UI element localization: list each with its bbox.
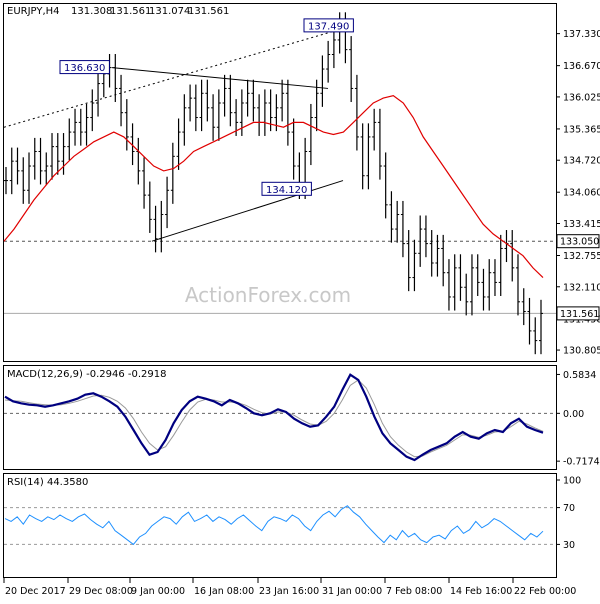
macd-line xyxy=(4,373,544,462)
price-y-tick-label: 137.330 xyxy=(563,29,600,40)
ohlc-low: 131.074 xyxy=(149,6,190,17)
price-annotation-label: 134.120 xyxy=(266,185,307,196)
trendline xyxy=(3,25,353,128)
macd-y-tick-label: 0.00 xyxy=(563,409,584,420)
x-axis-tick-label: 16 Jan 08:00 xyxy=(194,586,254,597)
price-y-tick-label: 134.720 xyxy=(563,156,600,167)
macd-plot xyxy=(4,373,556,462)
price-y-tick-label: 134.060 xyxy=(563,188,600,199)
price-y-tick-label: 132.110 xyxy=(563,282,600,293)
watermark: ActionForex.com xyxy=(185,283,351,307)
rsi-title: RSI(14) 44.3580 xyxy=(7,477,88,488)
x-axis-tick-label: 9 Jan 00:00 xyxy=(131,586,185,597)
rsi-y-tick-label: 100 xyxy=(563,476,581,487)
x-axis-tick-label: 22 Feb 00:00 xyxy=(514,586,576,597)
price-plot: 136.630 137.490 134.120 xyxy=(3,12,556,355)
macd-y-tick-label: 0.5834 xyxy=(563,370,596,381)
price-y-tick-label: 130.805 xyxy=(563,346,600,357)
ohlc-high: 131.561 xyxy=(110,6,151,17)
price-y-tick-label: 136.025 xyxy=(563,92,600,103)
rsi-panel-frame xyxy=(3,473,557,578)
x-axis-tick-label: 31 Jan 00:00 xyxy=(322,586,382,597)
ohlc-close: 131.561 xyxy=(188,6,229,17)
rsi-y-tick-label: 70 xyxy=(563,503,575,514)
price-y-tick-label: 136.670 xyxy=(563,61,600,72)
macd-title: MACD(12,26,9) -0.2946 -0.2918 xyxy=(7,369,167,380)
x-axis-tick-label: 20 Dec 2017 xyxy=(5,586,66,597)
price-y-tick-label: 135.365 xyxy=(563,124,600,135)
level-badge-label: 133.050 xyxy=(560,237,599,248)
ohlc-open: 131.308 xyxy=(71,6,112,17)
price-annotation-box xyxy=(261,181,312,196)
x-axis-tick-label: 14 Feb 16:00 xyxy=(450,586,512,597)
macd-y-tick-label: -0.7174 xyxy=(563,457,600,468)
x-axis-tick-label: 29 Dec 08:00 xyxy=(69,586,133,597)
price-y-tick-label: 132.755 xyxy=(563,251,600,262)
price-panel-frame xyxy=(3,3,557,362)
rsi-y-tick-label: 30 xyxy=(563,540,575,551)
trendline xyxy=(111,67,329,89)
price-y-tick-label: 133.415 xyxy=(563,219,600,230)
rsi-line xyxy=(4,505,544,546)
price-title: EURJPY,H4 xyxy=(7,6,60,17)
moving-average-line xyxy=(3,95,544,279)
x-axis-tick-label: 7 Feb 08:00 xyxy=(386,586,442,597)
level-badge-label: 131.561 xyxy=(560,309,599,320)
price-annotation-box xyxy=(303,18,354,33)
macd-signal-line xyxy=(4,379,544,458)
rsi-plot xyxy=(4,505,556,546)
price-annotation-label: 137.490 xyxy=(308,21,349,32)
price-annotation-label: 136.630 xyxy=(64,63,105,74)
price-annotation-box xyxy=(59,60,110,75)
x-axis-tick-label: 23 Jan 16:00 xyxy=(259,586,319,597)
axes: 137.330 136.670 136.025 135.365 134.720 134.0… xyxy=(3,29,600,597)
level-badge xyxy=(556,306,600,321)
macd-panel-frame xyxy=(3,365,557,470)
level-badge xyxy=(556,234,600,249)
